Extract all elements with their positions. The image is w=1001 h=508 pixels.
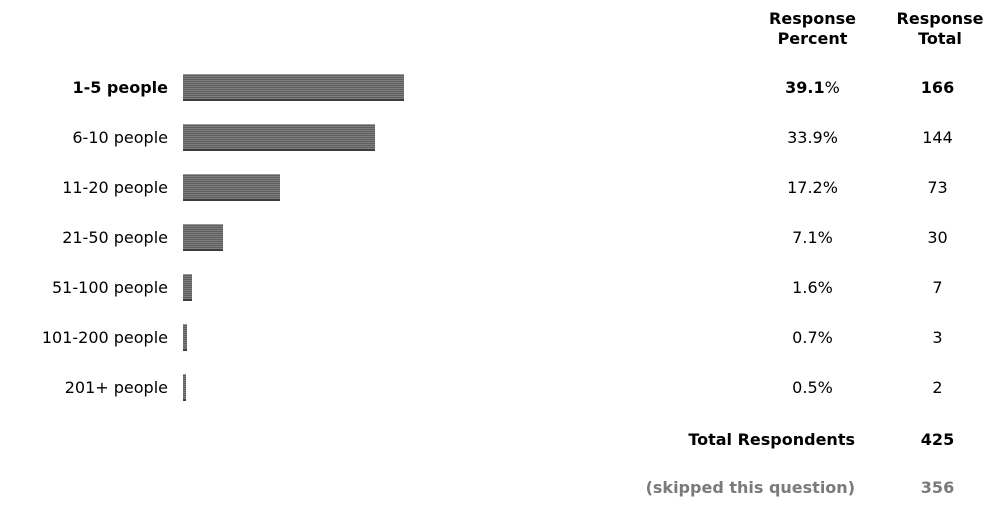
category-label: 6-10 people <box>72 128 168 147</box>
response-total: 7 <box>932 278 943 297</box>
response-percent: 1.6% <box>792 278 833 297</box>
response-row: 1-5 people 39.1% 166 <box>0 64 1001 114</box>
response-total: 166 <box>920 78 955 97</box>
response-row: 101-200 people 0.7% 3 <box>0 314 1001 364</box>
total-respondents-value: 425 <box>920 430 955 449</box>
skipped-question-label: (skipped this question) <box>645 478 855 497</box>
category-label: 101-200 people <box>41 328 168 347</box>
response-total: 3 <box>932 328 943 347</box>
response-total: 73 <box>927 178 948 197</box>
response-bar <box>183 374 186 401</box>
response-total-header-line1: Response <box>896 9 984 28</box>
response-total: 144 <box>922 128 953 147</box>
response-bar <box>183 74 404 101</box>
response-percent: 17.2% <box>787 178 838 197</box>
category-label: 21-50 people <box>62 228 168 247</box>
response-bar <box>183 174 280 201</box>
response-bar <box>183 274 192 301</box>
total-respondents-row: Total Respondents 425 <box>0 420 1001 460</box>
response-row: 11-20 people 17.2% 73 <box>0 164 1001 214</box>
total-respondents-label: Total Respondents <box>688 430 855 449</box>
response-percent: 33.9% <box>787 128 838 147</box>
response-row: 6-10 people 33.9% 144 <box>0 114 1001 164</box>
skipped-question-row: (skipped this question) 356 <box>0 468 1001 508</box>
response-row: 51-100 people 1.6% 7 <box>0 264 1001 314</box>
percent-sign: % <box>824 78 840 97</box>
response-row: 21-50 people 7.1% 30 <box>0 214 1001 264</box>
category-label: 1-5 people <box>72 78 168 97</box>
category-label: 51-100 people <box>52 278 168 297</box>
skipped-question-value: 356 <box>920 478 955 497</box>
response-percent: 7.1% <box>792 228 833 247</box>
response-bar <box>183 224 223 251</box>
response-total-header: Response Total <box>880 9 1000 49</box>
response-total: 2 <box>932 378 943 397</box>
response-row: 201+ people 0.5% 2 <box>0 364 1001 414</box>
response-percent: 0.7% <box>792 328 833 347</box>
response-percent: 39.1% <box>755 78 870 98</box>
response-percent-header-line2: Percent <box>777 29 848 48</box>
category-label: 201+ people <box>64 378 168 397</box>
response-total: 30 <box>927 228 948 247</box>
response-total-header-line2: Total <box>918 29 962 48</box>
response-bar <box>183 124 375 151</box>
response-percent-header-line1: Response <box>769 9 856 28</box>
response-percent-header: Response Percent <box>755 9 870 49</box>
category-label: 11-20 people <box>62 178 168 197</box>
response-bar <box>183 324 187 351</box>
response-percent: 0.5% <box>792 378 833 397</box>
response-percent-value: 39.1 <box>785 78 825 97</box>
